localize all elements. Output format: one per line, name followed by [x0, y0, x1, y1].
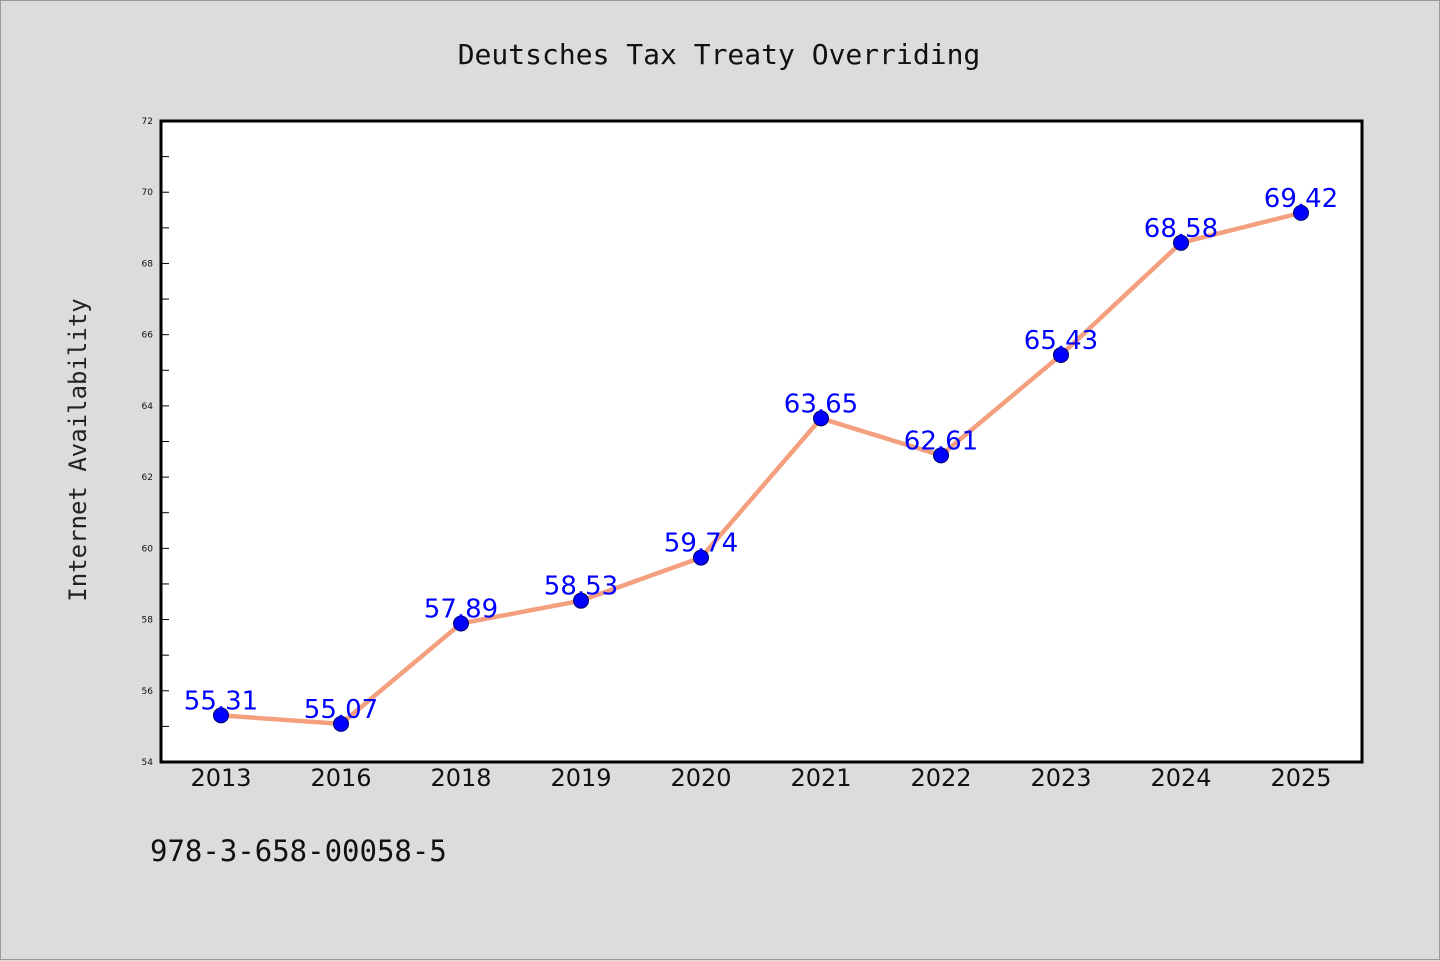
data-label: 58.53 — [544, 572, 618, 602]
data-label: 65.43 — [1024, 326, 1098, 356]
x-tick-label: 2023 — [1030, 764, 1091, 792]
data-label: 59.74 — [664, 529, 738, 559]
y-tick-label: 72 — [142, 117, 153, 127]
data-point-marker — [933, 447, 949, 464]
data-point-marker — [573, 592, 589, 609]
data-label: 68.58 — [1144, 214, 1218, 244]
y-tick-label: 70 — [142, 188, 154, 198]
x-tick-label: 2021 — [790, 764, 851, 792]
y-tick-label: 66 — [142, 331, 154, 341]
y-tick-label: 60 — [142, 544, 154, 554]
series-line — [218, 210, 1304, 727]
data-point-marker — [813, 410, 829, 427]
data-point-marker — [1293, 204, 1309, 221]
data-point-marker — [1173, 234, 1189, 251]
data-label: 55.31 — [184, 686, 258, 716]
y-axis-label: Internet Availability — [64, 298, 92, 601]
x-tick-label: 2025 — [1270, 764, 1331, 792]
data-label: 69.42 — [1264, 184, 1338, 214]
x-tick-label: 2024 — [1150, 764, 1211, 792]
data-point-marker — [453, 615, 469, 632]
y-tick-label: 64 — [142, 402, 154, 412]
x-tick-label: 2016 — [310, 764, 371, 792]
x-tick-label: 2020 — [670, 764, 731, 792]
y-tick-label: 58 — [142, 616, 154, 626]
plot-area — [159, 119, 1364, 764]
y-axis-ticks: 54 56 58 60 62 64 66 68 70 72 — [142, 117, 169, 768]
data-label: 62.61 — [904, 426, 978, 456]
chart-title: Deutsches Tax Treaty Overriding — [458, 38, 981, 71]
data-label: 57.89 — [424, 594, 498, 624]
data-labels: 55.31 55.07 57.89 58.53 59.74 63.65 62.61 65.43… — [184, 184, 1338, 725]
x-tick-label: 2018 — [430, 764, 491, 792]
y-tick-label: 54 — [142, 758, 154, 768]
x-tick-label: 2013 — [190, 764, 251, 792]
y-tick-label: 56 — [142, 687, 154, 697]
x-axis-ticks: 2013 2016 2018 2019 2020 2021 2022 2023 2024 2025 — [190, 764, 1331, 792]
isbn-code: 978-3-658-00058-5 — [150, 834, 447, 868]
data-label: 63.65 — [784, 389, 858, 419]
x-tick-label: 2022 — [910, 764, 971, 792]
data-label: 55.07 — [304, 695, 378, 725]
y-tick-label: 68 — [142, 259, 154, 269]
x-tick-label: 2019 — [550, 764, 611, 792]
data-point-marker — [1053, 346, 1069, 363]
data-point-marker — [693, 549, 709, 566]
data-point-marker — [333, 715, 349, 732]
data-point-marker — [213, 707, 229, 724]
series-markers — [213, 204, 1309, 732]
y-tick-label: 62 — [142, 473, 153, 483]
